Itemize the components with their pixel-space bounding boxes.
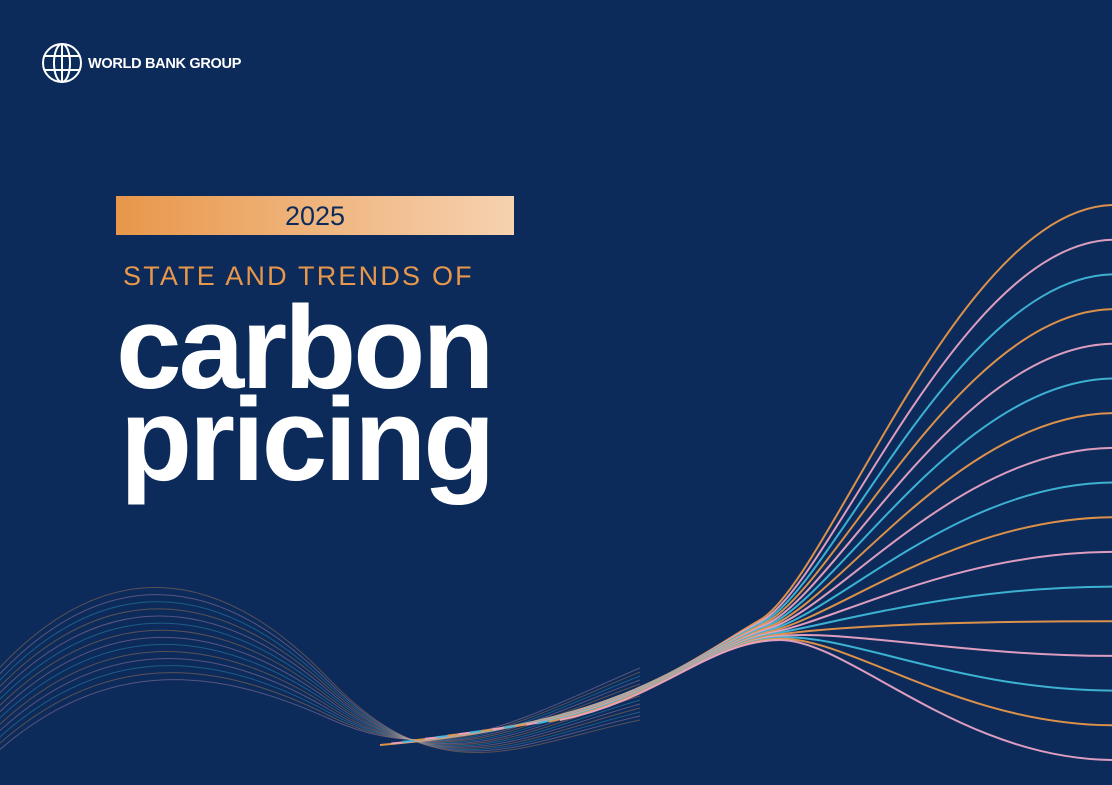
- wave-line: [559, 638, 1112, 761]
- title-line: pricing: [120, 374, 492, 506]
- wave-line: [0, 587, 641, 753]
- year-bar: [116, 196, 514, 235]
- wave-line: [0, 615, 641, 748]
- title-line: carbon: [116, 282, 491, 414]
- wave-line: [0, 608, 641, 749]
- wave-line: [0, 667, 641, 751]
- logo-globe: [42, 43, 82, 83]
- decorative-waves: [0, 204, 1112, 761]
- logo-text: WORLD BANK GROUP: [88, 56, 242, 72]
- wave-line: [0, 665, 641, 741]
- wave-line: [0, 643, 641, 744]
- wave-line: [0, 636, 641, 745]
- wave-line: [0, 622, 641, 747]
- wave-line: [0, 601, 641, 751]
- logo: WORLD BANK GROUP: [42, 43, 242, 83]
- wave-line: [0, 671, 641, 744]
- subtitle: STATE AND TRENDS OF: [123, 261, 474, 291]
- wave-line: [0, 629, 641, 746]
- year: 2025: [285, 201, 345, 231]
- wave-line: [0, 594, 641, 752]
